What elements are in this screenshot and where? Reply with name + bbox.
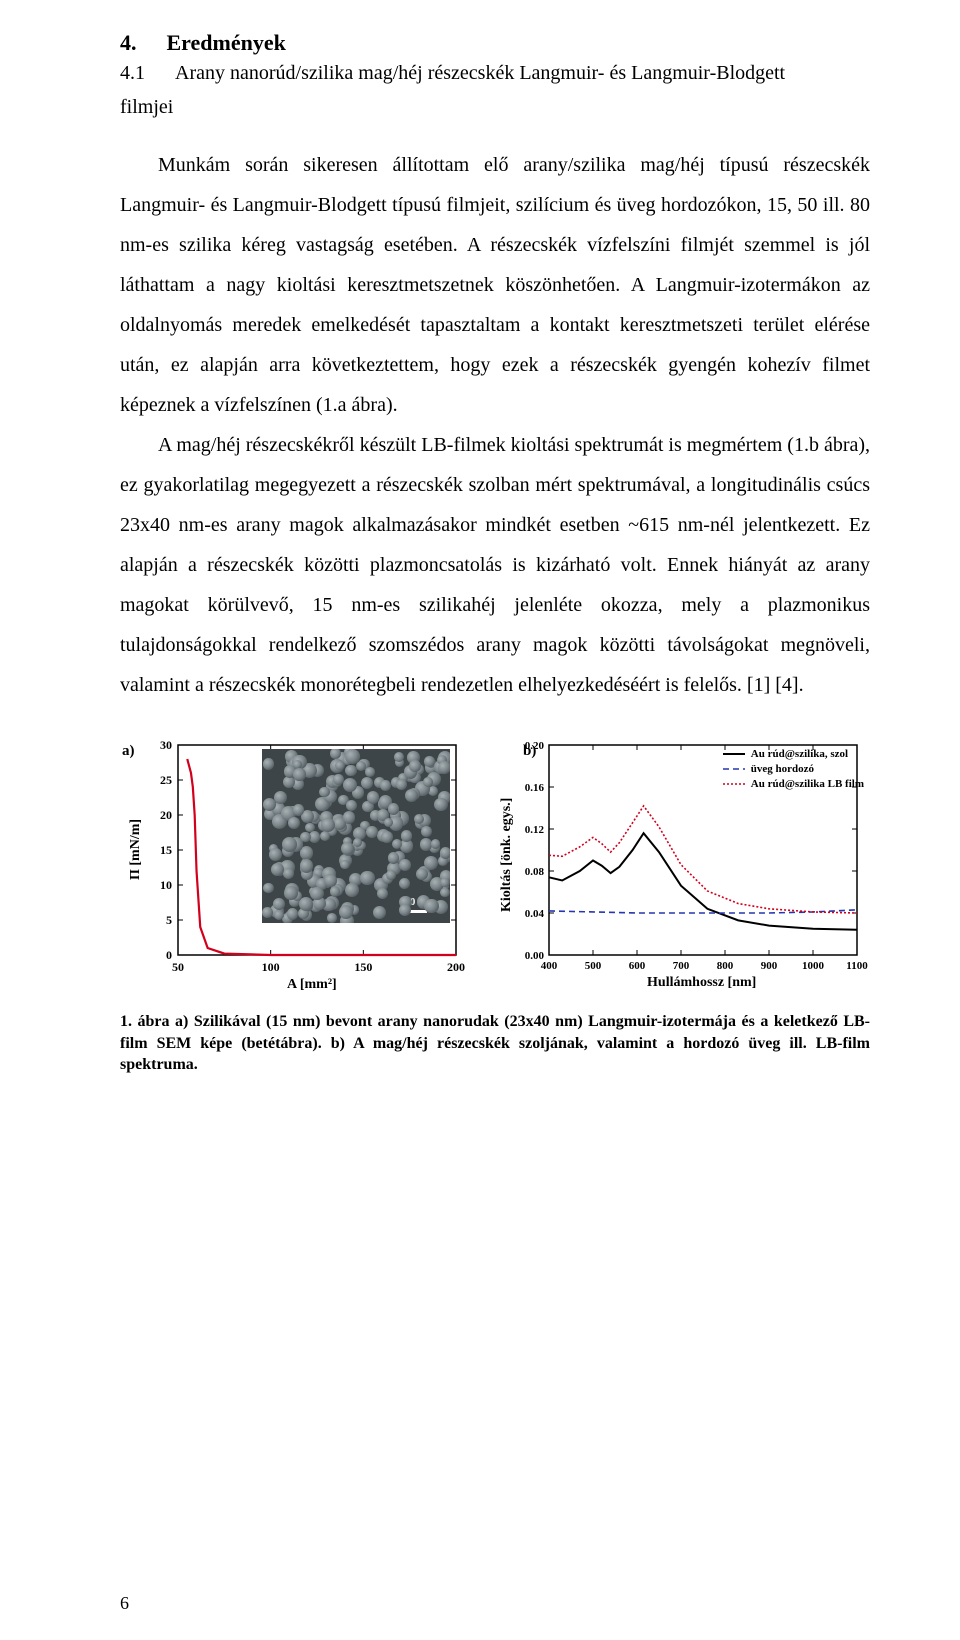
svg-text:1000: 1000 bbox=[802, 960, 825, 972]
figure-b-xlabel: Hullámhossz [nm] bbox=[647, 975, 756, 991]
figure-b: b) 400500600700800900100011000.000.040.0… bbox=[489, 733, 870, 997]
section-number: 4. bbox=[120, 30, 137, 56]
figure-caption: 1. ábra a) Szilikával (15 nm) bevont ara… bbox=[120, 1011, 870, 1076]
svg-text:15: 15 bbox=[160, 843, 172, 857]
svg-text:50: 50 bbox=[172, 960, 184, 974]
svg-text:25: 25 bbox=[160, 773, 172, 787]
svg-text:600: 600 bbox=[629, 960, 646, 972]
paragraph-2: A mag/héj részecskékről készült LB-filme… bbox=[120, 425, 870, 705]
svg-text:150: 150 bbox=[354, 960, 372, 974]
subsection-title-cont: filmjei bbox=[120, 87, 870, 127]
svg-text:100: 100 bbox=[262, 960, 280, 974]
svg-text:1100: 1100 bbox=[846, 960, 868, 972]
page-number: 6 bbox=[120, 1593, 129, 1614]
svg-text:500: 500 bbox=[585, 960, 602, 972]
svg-text:900: 900 bbox=[761, 960, 778, 972]
subsection-title: Arany nanorúd/szilika mag/héj részecskék… bbox=[175, 62, 785, 85]
svg-text:10: 10 bbox=[160, 878, 172, 892]
paragraph-1: Munkám során sikeresen állítottam elő ar… bbox=[120, 145, 870, 425]
svg-text:0: 0 bbox=[166, 948, 172, 962]
svg-text:0.04: 0.04 bbox=[525, 908, 545, 920]
svg-text:20: 20 bbox=[160, 808, 172, 822]
page: 4. Eredmények 4.1 Arany nanorúd/szilika … bbox=[0, 0, 960, 1640]
figure-a-ylabel: Π [mN/m] bbox=[128, 819, 144, 880]
svg-text:200: 200 bbox=[447, 960, 465, 974]
figure-a-xlabel: A [mm²] bbox=[287, 977, 337, 993]
section-title: Eredmények bbox=[167, 30, 286, 56]
figure-a: a) 50100150200051015202530 100 nm Π [mN/… bbox=[120, 733, 469, 997]
svg-text:0.00: 0.00 bbox=[525, 950, 545, 962]
subsection-heading: 4.1 Arany nanorúd/szilika mag/héj részec… bbox=[120, 62, 870, 85]
svg-text:0.20: 0.20 bbox=[525, 740, 545, 752]
svg-text:700: 700 bbox=[673, 960, 690, 972]
figure-b-ylabel: Kioltás [önk. egys.] bbox=[499, 798, 515, 912]
sem-inset: 100 nm bbox=[262, 749, 450, 923]
section-heading: 4. Eredmények bbox=[120, 30, 870, 56]
svg-text:0.12: 0.12 bbox=[525, 824, 545, 836]
svg-text:0.16: 0.16 bbox=[525, 782, 545, 794]
subsection-number: 4.1 bbox=[120, 62, 145, 85]
figure-b-legend: Au rúd@szilika, szolüveg hordozóAu rúd@s… bbox=[723, 747, 864, 792]
body-text: Munkám során sikeresen állítottam elő ar… bbox=[120, 145, 870, 705]
figure-row: a) 50100150200051015202530 100 nm Π [mN/… bbox=[120, 733, 870, 997]
svg-text:5: 5 bbox=[166, 913, 172, 927]
svg-text:0.08: 0.08 bbox=[525, 866, 545, 878]
svg-text:800: 800 bbox=[717, 960, 734, 972]
svg-text:30: 30 bbox=[160, 738, 172, 752]
